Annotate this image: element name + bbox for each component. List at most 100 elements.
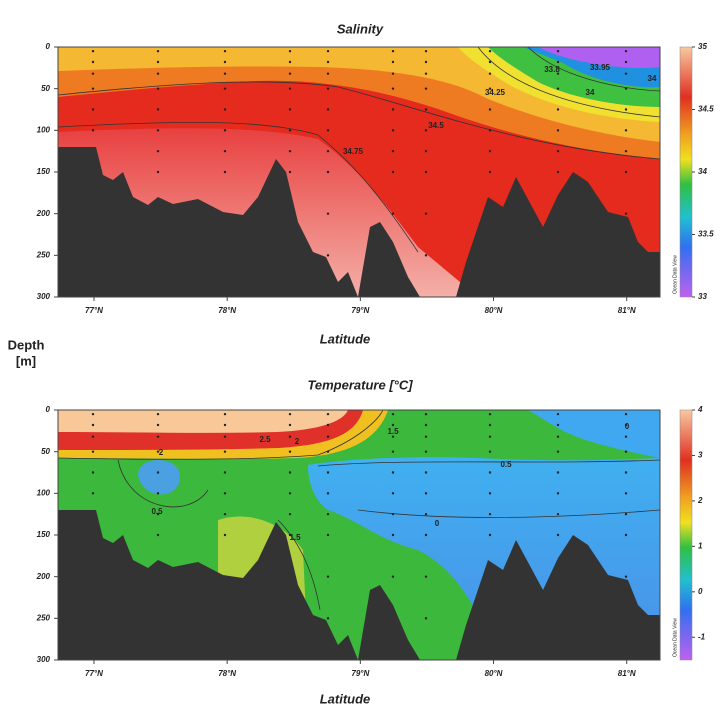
station-dot <box>156 170 160 174</box>
station-dot <box>624 450 628 453</box>
station-dot <box>624 60 628 64</box>
contour-label: 0.5 <box>151 507 163 516</box>
station-dot <box>556 412 560 416</box>
contour-label: 34.75 <box>343 147 364 156</box>
station-dot <box>156 72 160 75</box>
station-dot <box>288 512 292 516</box>
station-dot <box>424 512 428 516</box>
station-dot <box>223 49 227 53</box>
station-dot <box>556 60 560 64</box>
contour-label: 34 <box>586 88 595 97</box>
y-tick-label: 50 <box>41 84 50 93</box>
contour-label: 34.5 <box>428 121 444 130</box>
station-dot <box>326 435 330 438</box>
station-dot <box>91 450 95 453</box>
contour-line <box>477 47 660 118</box>
x-tick-label: 81°N <box>618 306 636 315</box>
contour-line <box>357 509 660 518</box>
x-axis-label: Latitude <box>320 331 371 346</box>
station-dot <box>391 412 395 416</box>
station-dot <box>288 87 292 90</box>
y-tick-label: 50 <box>41 447 50 456</box>
station-dot <box>391 435 395 438</box>
station-dot <box>156 512 160 516</box>
x-tick-label: 77°N <box>85 306 103 315</box>
station-dot <box>326 450 330 453</box>
station-dot <box>424 72 428 75</box>
y-tick-label: 0 <box>46 405 51 414</box>
station-dot <box>288 492 292 495</box>
x-tick-label: 79°N <box>351 306 369 315</box>
station-dot <box>91 435 95 438</box>
station-dot <box>424 212 428 215</box>
station-dot <box>223 435 227 438</box>
station-dot <box>326 60 330 64</box>
station-dot <box>391 492 395 495</box>
station-dot <box>424 49 428 53</box>
y-tick-label: 100 <box>37 488 51 497</box>
station-dot <box>223 423 227 427</box>
station-dot <box>156 412 160 416</box>
station-dot <box>391 87 395 90</box>
x-tick-label: 80°N <box>485 306 503 315</box>
colorbar-tick-label: 34 <box>698 167 707 176</box>
contour-label: 2.5 <box>259 435 271 444</box>
station-dot <box>288 108 292 111</box>
station-dot <box>624 492 628 495</box>
station-dot <box>488 149 492 153</box>
station-dot <box>91 87 95 90</box>
station-dot <box>624 471 628 474</box>
station-dot <box>488 435 492 438</box>
contour-label: 0 <box>625 422 630 431</box>
station-dot <box>624 72 628 75</box>
station-dot <box>624 412 628 416</box>
contour-fill <box>528 410 660 458</box>
colorbar-tick-label: 2 <box>697 496 703 505</box>
station-dot <box>326 617 330 620</box>
station-dot <box>624 533 628 537</box>
x-tick-label: 78°N <box>218 306 236 315</box>
station-dot <box>326 423 330 427</box>
colorbar-tick-label: -1 <box>698 632 706 641</box>
station-dot <box>424 129 428 132</box>
station-dot <box>488 87 492 90</box>
station-dot <box>223 129 227 132</box>
contour-fill <box>538 47 660 69</box>
station-dot <box>424 533 428 537</box>
station-dot <box>326 129 330 132</box>
contour-line <box>58 410 384 460</box>
station-dot <box>223 108 227 111</box>
station-dot <box>391 49 395 53</box>
station-dot <box>556 108 560 111</box>
station-dot <box>326 512 330 516</box>
station-dot <box>488 423 492 427</box>
station-dot <box>288 423 292 427</box>
contour-line <box>58 121 419 253</box>
station-dot <box>156 471 160 474</box>
station-dot <box>391 450 395 453</box>
colorbar-tick-label: 33 <box>698 292 707 301</box>
station-dot <box>556 170 560 174</box>
contour-label: 2 <box>159 448 164 457</box>
station-dot <box>288 129 292 132</box>
station-dot <box>424 60 428 64</box>
contour-line <box>527 47 660 92</box>
station-dot <box>391 72 395 75</box>
station-dot <box>391 533 395 537</box>
station-dot <box>424 149 428 153</box>
station-dot <box>223 533 227 537</box>
station-dot <box>488 129 492 132</box>
station-dot <box>91 423 95 427</box>
station-dot <box>624 512 628 516</box>
y-tick-label: 250 <box>36 250 51 259</box>
station-dot <box>91 129 95 132</box>
contour-label: 2 <box>295 437 300 446</box>
station-dot <box>288 533 292 537</box>
station-dot <box>156 533 160 537</box>
station-dot <box>488 492 492 495</box>
station-dot <box>156 129 160 132</box>
station-dot <box>326 492 330 495</box>
station-dot <box>156 49 160 53</box>
station-dot <box>91 412 95 416</box>
colorbar-tick-label: 4 <box>697 405 703 414</box>
